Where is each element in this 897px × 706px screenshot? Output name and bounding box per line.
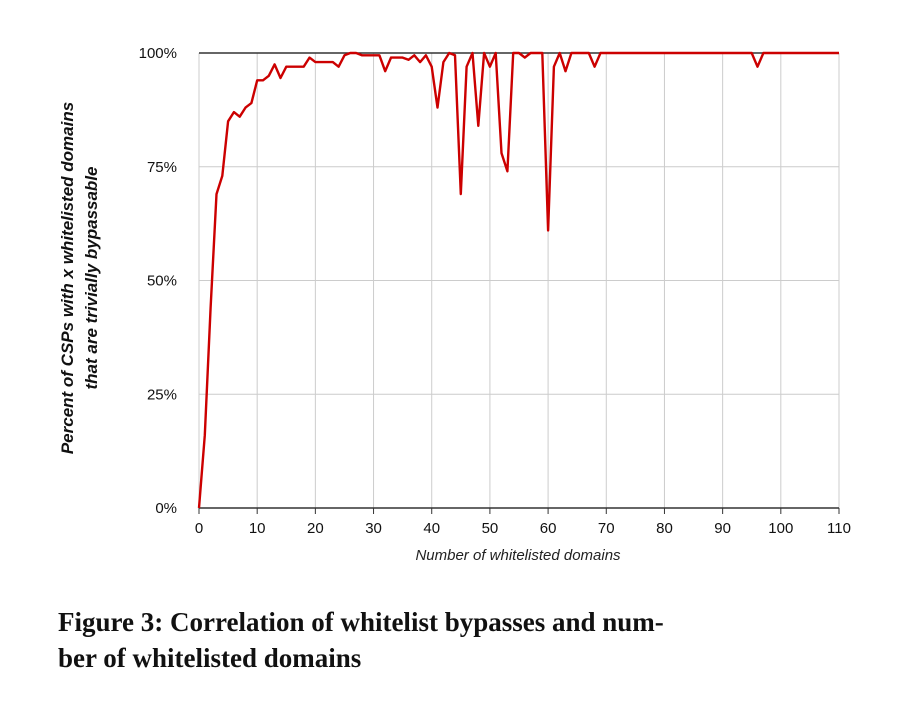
y-tick-label: 50% — [147, 273, 177, 290]
caption-line-2: ber of whitelisted domains — [58, 643, 362, 673]
axes — [198, 507, 840, 514]
y-axis-label-line2: that are trivially bypassable — [82, 167, 101, 390]
y-axis-label-line1: Percent of CSPs with x whitelisted domai… — [58, 102, 77, 454]
y-tick-label: 100% — [139, 45, 177, 62]
x-tick-label: 40 — [423, 520, 440, 537]
figure-caption: Figure 3: Correlation of whitelist bypas… — [58, 604, 858, 676]
x-tick-label: 50 — [482, 520, 499, 537]
x-tick-label: 0 — [195, 520, 203, 537]
x-tick-label: 80 — [656, 520, 673, 537]
x-tick-label: 30 — [365, 520, 382, 537]
x-tick-labels: 0 10 20 30 40 50 60 70 80 90 100 110 — [195, 520, 851, 537]
x-tick-label: 110 — [827, 520, 851, 537]
series-line — [197, 51, 839, 509]
y-tick-label: 75% — [147, 159, 177, 176]
y-tick-labels: 0% 25% 50% 75% 100% — [139, 45, 177, 517]
x-tick-label: 70 — [598, 520, 615, 537]
chart: 0% 25% 50% 75% 100% 0 10 20 30 40 50 60 70 80 90 100 11… — [58, 45, 851, 564]
x-tick-label: 10 — [249, 520, 266, 537]
x-tick-label: 60 — [540, 520, 557, 537]
caption-line-1: Figure 3: Correlation of whitelist bypas… — [58, 607, 664, 637]
x-axis-label: Number of whitelisted domains — [415, 547, 621, 564]
x-tick-label: 100 — [768, 520, 793, 537]
y-tick-label: 25% — [147, 386, 177, 403]
y-tick-label: 0% — [155, 500, 177, 517]
x-tick-label: 20 — [307, 520, 324, 537]
grid — [198, 52, 840, 509]
x-tick-label: 90 — [714, 520, 731, 537]
